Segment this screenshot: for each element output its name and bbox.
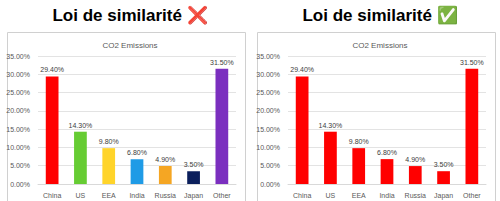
svg-text:6.80%: 6.80%	[377, 149, 397, 156]
svg-text:15.00%: 15.00%	[6, 126, 30, 133]
svg-text:0.00%: 0.00%	[260, 181, 280, 188]
svg-text:29.40%: 29.40%	[290, 66, 314, 73]
svg-text:Russia: Russia	[405, 192, 427, 199]
svg-text:0.00%: 0.00%	[10, 181, 30, 188]
svg-text:China: China	[293, 192, 311, 199]
svg-text:25.00%: 25.00%	[256, 89, 280, 96]
svg-text:15.00%: 15.00%	[256, 126, 280, 133]
svg-text:EEA: EEA	[352, 192, 366, 199]
svg-text:Other: Other	[213, 192, 231, 199]
svg-text:3.50%: 3.50%	[184, 161, 204, 168]
svg-text:31.50%: 31.50%	[210, 59, 234, 66]
svg-text:Loi de similarité ❌: Loi de similarité ❌	[52, 5, 207, 26]
svg-text:9.80%: 9.80%	[349, 138, 369, 145]
svg-text:US: US	[326, 192, 336, 199]
svg-text:10.00%: 10.00%	[6, 144, 30, 151]
svg-text:10.00%: 10.00%	[256, 144, 280, 151]
svg-text:Other: Other	[463, 192, 481, 199]
svg-text:China: China	[43, 192, 61, 199]
svg-text:35.00%: 35.00%	[6, 53, 30, 60]
svg-text:Japan: Japan	[434, 192, 453, 200]
svg-text:4.90%: 4.90%	[155, 156, 175, 163]
svg-text:30.00%: 30.00%	[256, 71, 280, 78]
svg-text:14.30%: 14.30%	[69, 122, 93, 129]
svg-text:3.50%: 3.50%	[434, 161, 454, 168]
svg-text:Loi de similarité ✅: Loi de similarité ✅	[302, 5, 457, 25]
svg-text:Japan: Japan	[184, 192, 203, 200]
svg-text:Russia: Russia	[155, 192, 177, 199]
svg-text:4.90%: 4.90%	[405, 156, 425, 163]
svg-text:29.40%: 29.40%	[40, 66, 64, 73]
svg-text:CO2 Emissions: CO2 Emissions	[102, 41, 157, 50]
svg-text:EEA: EEA	[102, 192, 116, 199]
svg-text:US: US	[76, 192, 86, 199]
svg-text:20.00%: 20.00%	[6, 107, 30, 114]
svg-text:5.00%: 5.00%	[10, 162, 30, 169]
svg-text:India: India	[129, 192, 144, 199]
svg-text:31.50%: 31.50%	[460, 59, 484, 66]
svg-text:9.80%: 9.80%	[99, 138, 119, 145]
svg-text:30.00%: 30.00%	[6, 71, 30, 78]
svg-text:14.30%: 14.30%	[319, 122, 343, 129]
svg-text:35.00%: 35.00%	[256, 53, 280, 60]
svg-text:5.00%: 5.00%	[260, 162, 280, 169]
svg-text:20.00%: 20.00%	[256, 107, 280, 114]
svg-text:25.00%: 25.00%	[6, 89, 30, 96]
svg-text:India: India	[379, 192, 394, 199]
svg-text:6.80%: 6.80%	[127, 149, 147, 156]
svg-text:CO2 Emissions: CO2 Emissions	[352, 41, 407, 50]
